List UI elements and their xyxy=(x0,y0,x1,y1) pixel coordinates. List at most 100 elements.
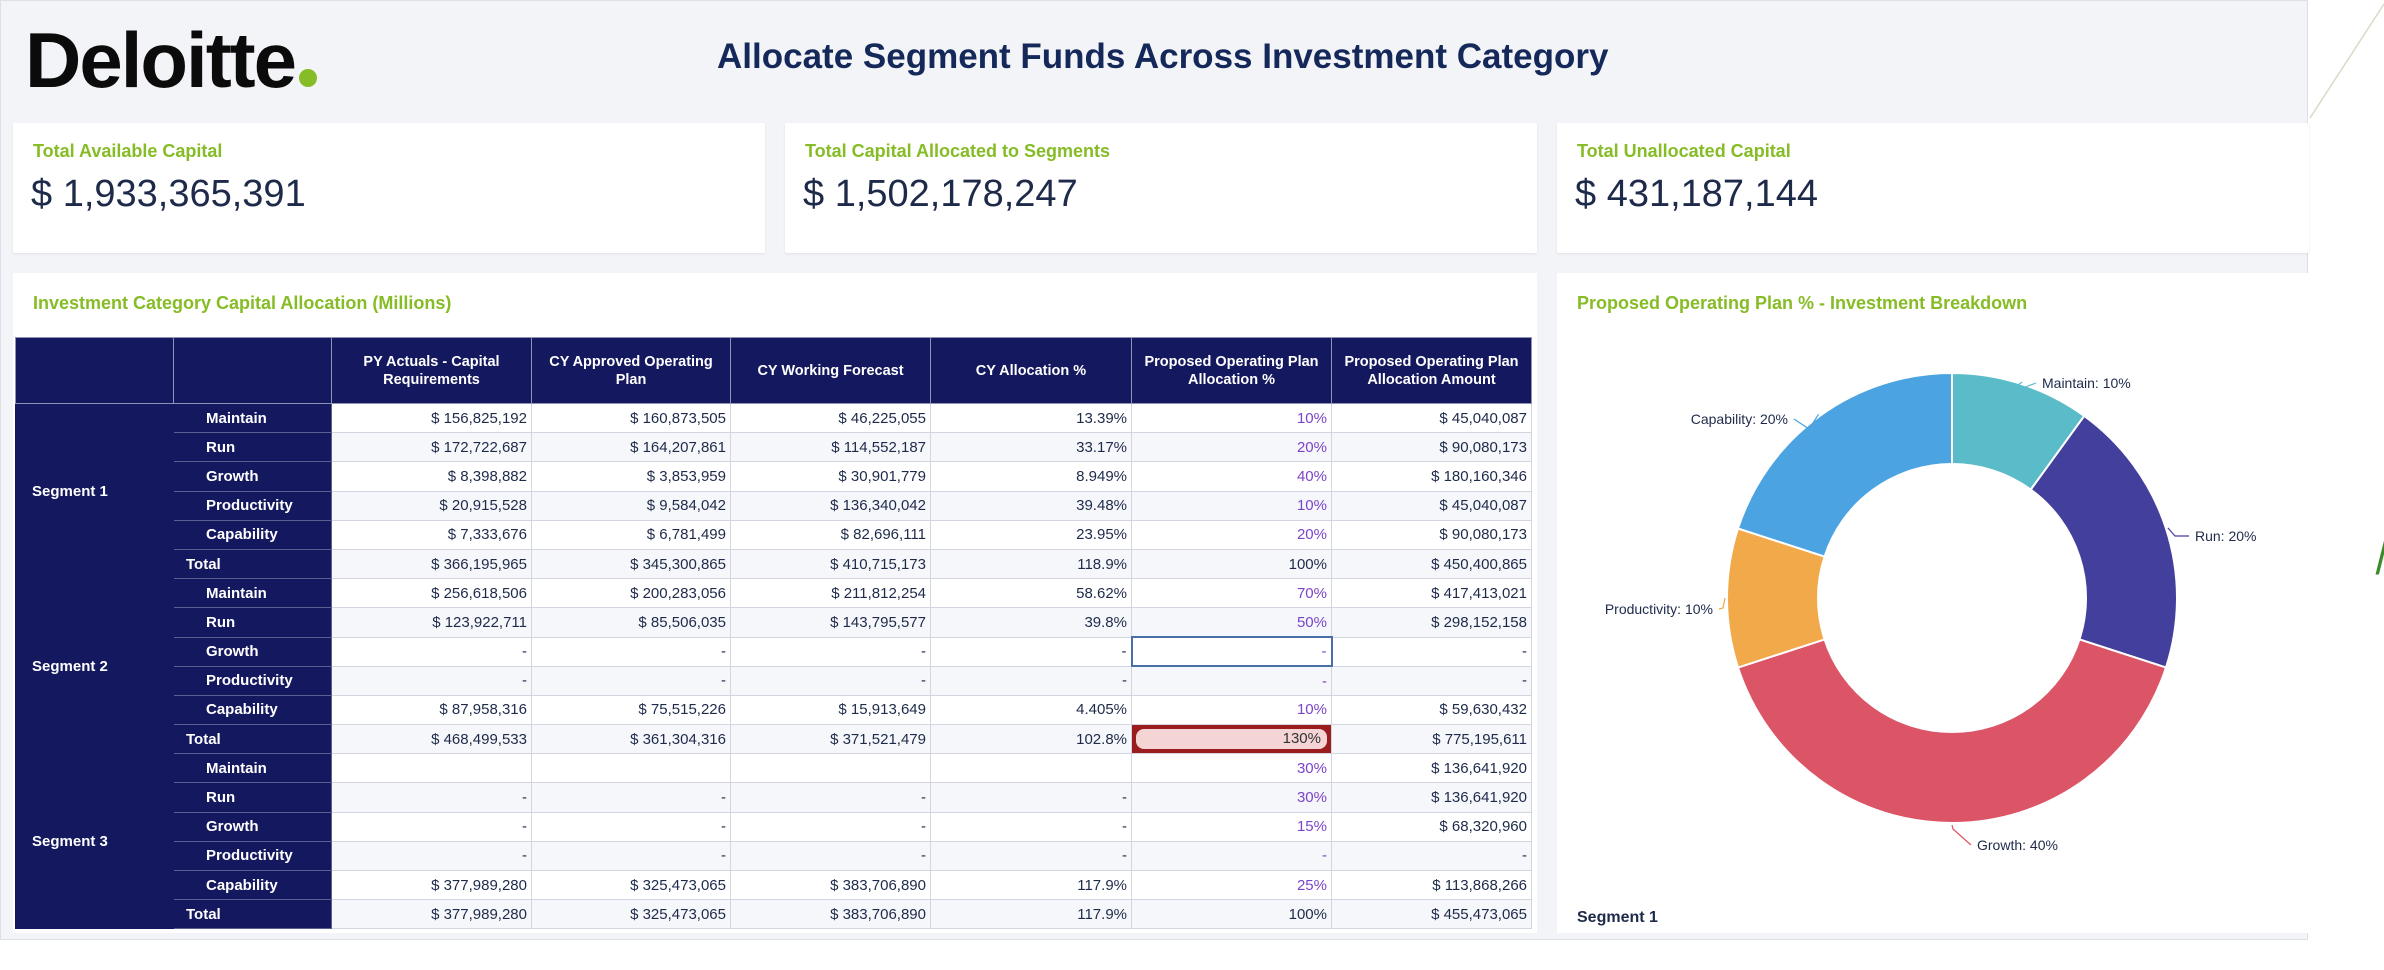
proposed-allocation-input[interactable]: 70% xyxy=(1131,578,1332,609)
category-label: Growth xyxy=(173,811,332,842)
table-cell: 4.405% xyxy=(930,694,1132,726)
proposed-allocation-input[interactable]: - xyxy=(1131,665,1332,696)
donut-leader-line xyxy=(2167,527,2189,537)
table-cell: $ 45,040,087 xyxy=(1331,490,1532,521)
table-row: Run $ 172,722,687 $ 164,207,861 $ 114,552,1… xyxy=(16,432,1532,463)
proposed-allocation-input[interactable]: 30% xyxy=(1131,753,1332,784)
table-header-row: PY Actuals - Capital Requirements CY App… xyxy=(15,337,1532,404)
table-cell: $ 180,160,346 xyxy=(1331,461,1532,492)
table-cell: - xyxy=(930,840,1132,872)
deloitte-logo: Deloitte xyxy=(25,15,318,105)
table-cell: $ 30,901,779 xyxy=(730,461,931,492)
table-row: Productivity - - - - - - xyxy=(16,665,1532,696)
proposed-allocation-input[interactable]: 50% xyxy=(1131,607,1332,638)
table-cell: $ 455,473,065 xyxy=(1331,899,1532,930)
donut-slice-run[interactable] xyxy=(2029,414,2178,669)
category-label: Maintain xyxy=(173,578,332,609)
category-label: Capability xyxy=(173,869,332,901)
category-label: Total xyxy=(173,724,332,755)
proposed-allocation-input[interactable]: 20% xyxy=(1131,519,1332,550)
table-cell: - xyxy=(331,811,532,842)
category-label: Total xyxy=(173,548,332,580)
kpi-label: Total Available Capital xyxy=(33,141,223,161)
table-cell: - xyxy=(930,782,1132,813)
chart-segment-label: Segment 1 xyxy=(1577,909,1658,926)
table-cell: $ 45,040,087 xyxy=(1331,402,1532,434)
table-cell: $ 468,499,533 xyxy=(331,724,532,755)
table-cell: $ 200,283,056 xyxy=(531,578,731,609)
table-cell: $ 9,584,042 xyxy=(531,490,731,521)
kpi-value: $ 1,502,178,247 xyxy=(803,173,1078,215)
column-header: CY Approved Operating Plan xyxy=(531,337,731,404)
table-cell: $ 7,333,676 xyxy=(331,519,532,550)
donut-slice-growth[interactable] xyxy=(1736,638,2168,825)
table-cell: $ 143,795,577 xyxy=(730,607,931,638)
proposed-allocation-input[interactable]: 10% xyxy=(1131,694,1332,726)
proposed-allocation-input: 130% xyxy=(1131,724,1332,755)
table-cell: $ 90,080,173 xyxy=(1331,519,1532,550)
proposed-allocation-input[interactable]: - xyxy=(1130,635,1333,668)
table-row: Segment 3 Maintain 30% $ 136,641,920 xyxy=(15,753,1532,930)
table-row: Run - - - -30% $ 136,641,920 xyxy=(16,782,1532,813)
table-row: Run $ 123,922,711 $ 85,506,035 $ 143,795,57… xyxy=(16,607,1532,638)
table-cell: $ 377,989,280 xyxy=(331,869,532,901)
table-cell: $ 775,195,611 xyxy=(1331,724,1532,755)
table-cell: - xyxy=(331,840,532,872)
proposed-allocation-input[interactable]: 15% xyxy=(1131,811,1332,842)
table-cell: $ 114,552,187 xyxy=(730,432,931,463)
category-label: Growth xyxy=(173,636,332,667)
proposed-allocation-input[interactable]: 40% xyxy=(1131,461,1332,492)
logo-dot-icon xyxy=(299,69,318,87)
table-cell: - xyxy=(1331,636,1532,667)
proposed-allocation-input[interactable]: 25% xyxy=(1131,869,1332,901)
kpi-value: $ 1,933,365,391 xyxy=(31,173,306,215)
table-cell: 39.8% xyxy=(930,607,1132,638)
table-cell: $ 136,641,920 xyxy=(1331,782,1532,813)
table-cell xyxy=(331,753,532,784)
proposed-allocation-input[interactable]: 30% xyxy=(1131,782,1332,813)
column-header: Proposed Operating Plan Allocation Amoun… xyxy=(1331,337,1532,404)
category-label: Run xyxy=(173,782,332,813)
table-cell: - xyxy=(531,636,731,667)
category-label: Capability xyxy=(173,694,332,726)
category-label: Run xyxy=(173,432,332,463)
table-cell: $ 325,473,065 xyxy=(531,899,731,930)
category-label: Maintain xyxy=(173,402,332,434)
table-cell: $ 325,473,065 xyxy=(531,869,731,901)
table-row: Growth - - - - - - xyxy=(16,635,1532,668)
table-cell xyxy=(930,753,1132,784)
kpi-label: Total Capital Allocated to Segments xyxy=(805,141,1111,161)
table-cell: 118.9% xyxy=(930,548,1132,580)
table-cell: - xyxy=(531,665,731,696)
column-header: Proposed Operating Plan Allocation % xyxy=(1131,337,1332,404)
table-cell xyxy=(531,753,731,784)
proposed-allocation-input[interactable]: 20% xyxy=(1131,432,1332,463)
table-cell: 117.9% xyxy=(930,899,1132,930)
donut-slice-capability[interactable] xyxy=(1736,371,1953,558)
donut-data-label: Growth: 40% xyxy=(1977,837,2058,853)
table-cell: 8.949% xyxy=(930,461,1132,492)
dashboard-frame: Deloitte Allocate Segment Funds Across I… xyxy=(0,0,2309,940)
table-cell: - xyxy=(331,782,532,813)
table-cell: $ 377,989,280 xyxy=(331,899,532,930)
table-cell: - xyxy=(1331,665,1532,696)
category-label: Run xyxy=(173,607,332,638)
table-total-row: Total $ 377,989,280 $ 325,473,065 $ 383,706… xyxy=(16,899,1532,930)
table-cell: $ 450,400,865 xyxy=(1331,548,1532,580)
table-cell: $ 6,781,499 xyxy=(531,519,731,550)
table-cell: $ 87,958,316 xyxy=(331,694,532,726)
table-row: Productivity - - - - - - xyxy=(16,840,1532,872)
proposed-allocation-input[interactable]: 10% xyxy=(1131,402,1332,434)
table-body: Segment 1 Maintain $ 156,825,192 $ 160,873,… xyxy=(15,402,1532,930)
proposed-allocation-input: 100% xyxy=(1131,899,1332,930)
table-cell: 39.48% xyxy=(930,490,1132,521)
table-cell: - xyxy=(730,665,931,696)
proposed-allocation-input[interactable]: 10% xyxy=(1131,490,1332,521)
table-total-row: Total $ 468,499,533 $ 361,304,316 $ 371,521… xyxy=(16,724,1532,755)
proposed-allocation-input[interactable]: - xyxy=(1131,840,1332,872)
kpi-card-total-available: Total Available Capital $ 1,933,365,391 xyxy=(13,123,765,253)
table-row: Capability $ 87,958,316 $ 75,515,226 $ 15,9… xyxy=(16,694,1532,726)
table-cell: $ 136,641,920 xyxy=(1331,753,1532,784)
segment-label: Segment 3 xyxy=(15,753,174,930)
table-row: Capability $ 7,333,676 $ 6,781,499 $ 82,696… xyxy=(16,519,1532,550)
